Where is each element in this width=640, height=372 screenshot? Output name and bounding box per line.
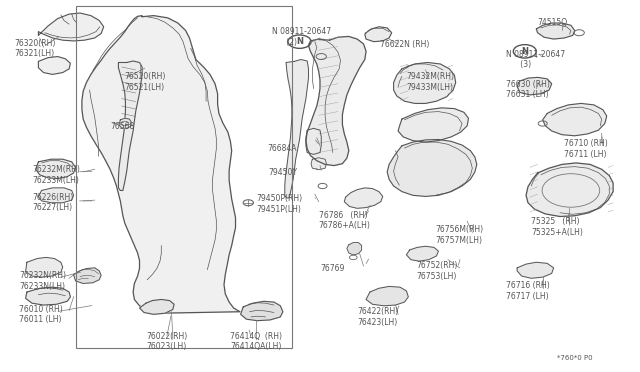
- Polygon shape: [536, 23, 575, 39]
- Text: 76752(RH)
76753(LH): 76752(RH) 76753(LH): [416, 261, 458, 280]
- Text: 76710 (RH)
76711 (LH): 76710 (RH) 76711 (LH): [564, 139, 608, 158]
- Polygon shape: [517, 77, 552, 95]
- Polygon shape: [36, 159, 76, 179]
- Polygon shape: [347, 243, 362, 255]
- Text: 79432M(RH)
79433M(LH): 79432M(RH) 79433M(LH): [406, 72, 454, 92]
- Text: 76756M(RH)
76757M(LH): 76756M(RH) 76757M(LH): [435, 225, 483, 245]
- Polygon shape: [38, 188, 74, 203]
- Text: 79450Y: 79450Y: [269, 168, 298, 177]
- Polygon shape: [394, 62, 456, 103]
- Text: 76684A: 76684A: [268, 144, 297, 153]
- Text: N 08911-20647
      (2): N 08911-20647 (2): [272, 28, 331, 47]
- Polygon shape: [311, 158, 326, 170]
- Polygon shape: [38, 57, 70, 74]
- Polygon shape: [118, 61, 142, 190]
- Text: 74515Q: 74515Q: [538, 18, 568, 27]
- Polygon shape: [26, 287, 70, 305]
- Text: 76010 (RH)
76011 (LH): 76010 (RH) 76011 (LH): [19, 305, 63, 324]
- Polygon shape: [526, 163, 613, 217]
- Polygon shape: [387, 140, 477, 196]
- Polygon shape: [366, 286, 408, 306]
- Polygon shape: [74, 268, 101, 283]
- Text: 76630 (RH)
76631 (LH): 76630 (RH) 76631 (LH): [506, 80, 550, 99]
- Polygon shape: [285, 60, 308, 198]
- Polygon shape: [517, 262, 554, 278]
- Text: N: N: [522, 47, 528, 56]
- Text: 76022(RH)
76023(LH): 76022(RH) 76023(LH): [146, 332, 187, 351]
- Text: 75325   (RH)
75325+A(LH): 75325 (RH) 75325+A(LH): [531, 217, 583, 237]
- Text: 76568: 76568: [110, 122, 134, 131]
- Text: 76422(RH)
76423(LH): 76422(RH) 76423(LH): [357, 307, 398, 327]
- Text: 76414Q  (RH)
76414QA(LH): 76414Q (RH) 76414QA(LH): [230, 332, 282, 351]
- Text: 76769: 76769: [320, 264, 344, 273]
- Text: 76226(RH)
76227(LH): 76226(RH) 76227(LH): [32, 193, 73, 212]
- Polygon shape: [241, 301, 283, 321]
- Polygon shape: [119, 118, 131, 128]
- Polygon shape: [398, 108, 468, 142]
- Text: 76622N (RH): 76622N (RH): [380, 40, 429, 49]
- Polygon shape: [82, 16, 240, 313]
- Text: 79450P(RH)
79451P(LH): 79450P(RH) 79451P(LH): [256, 194, 302, 214]
- Text: 76232N(RH)
76233N(LH): 76232N(RH) 76233N(LH): [19, 271, 66, 291]
- Polygon shape: [344, 188, 383, 208]
- Polygon shape: [140, 299, 174, 314]
- Text: N 08911-20647
      (3): N 08911-20647 (3): [506, 50, 564, 69]
- Polygon shape: [306, 128, 321, 154]
- Text: 76716 (RH)
76717 (LH): 76716 (RH) 76717 (LH): [506, 281, 549, 301]
- Polygon shape: [26, 257, 63, 277]
- Polygon shape: [406, 246, 438, 261]
- Polygon shape: [38, 13, 104, 41]
- Polygon shape: [306, 36, 366, 166]
- Polygon shape: [365, 27, 392, 42]
- Polygon shape: [543, 103, 607, 136]
- Text: 76320(RH)
76321(LH): 76320(RH) 76321(LH): [14, 39, 56, 58]
- Text: N: N: [296, 37, 303, 46]
- Text: 76520(RH)
76521(LH): 76520(RH) 76521(LH): [125, 72, 166, 92]
- Text: 76232M(RH)
76233M(LH): 76232M(RH) 76233M(LH): [32, 165, 80, 185]
- Text: *760*0 P0: *760*0 P0: [557, 355, 593, 361]
- Text: 76786   (RH)
76786+A(LH): 76786 (RH) 76786+A(LH): [319, 211, 371, 230]
- Bar: [76, 6, 292, 348]
